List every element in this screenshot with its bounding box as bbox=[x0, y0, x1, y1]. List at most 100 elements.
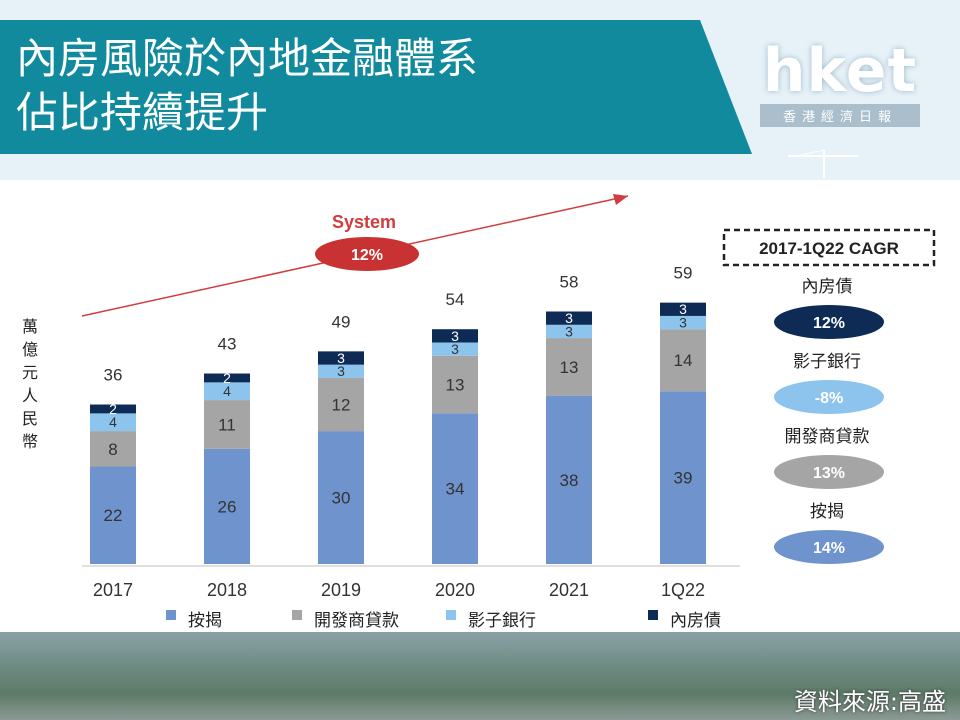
legend-label: 按揭 bbox=[188, 611, 222, 630]
cagr-title: 2017-1Q22 CAGR bbox=[759, 239, 899, 258]
cagr-title-box bbox=[722, 228, 936, 267]
bar-segment bbox=[660, 302, 706, 316]
bar-value-label: 2 bbox=[109, 401, 117, 417]
bar-value-label: 3 bbox=[337, 363, 345, 379]
bar-segment bbox=[660, 315, 706, 330]
stacked-bar-chart: System 12% 22842362017261142432018301233… bbox=[0, 180, 960, 640]
bar-segment bbox=[546, 311, 592, 325]
bar-segment bbox=[204, 448, 250, 564]
cagr-item-value: 12% bbox=[813, 315, 845, 332]
bar-value-label: 26 bbox=[218, 497, 237, 516]
cagr-item-value: 14% bbox=[813, 540, 845, 557]
bar-segment bbox=[432, 342, 478, 356]
bar-value-label: 12 bbox=[332, 395, 351, 414]
y-axis-label-char: 元 bbox=[22, 365, 38, 382]
y-axis-label-char: 億 bbox=[22, 341, 38, 359]
bar-value-label: 3 bbox=[451, 328, 459, 344]
y-axis-label-char: 幣 bbox=[22, 433, 38, 451]
x-tick-label: 2021 bbox=[549, 580, 589, 600]
arrow-head-icon bbox=[613, 194, 628, 205]
system-ellipse bbox=[315, 237, 419, 271]
bar-segment bbox=[204, 373, 250, 383]
cagr-value-ellipse bbox=[774, 380, 884, 414]
bar-total-label: 58 bbox=[560, 272, 579, 291]
cagr-item-label: 開發商貸款 bbox=[785, 427, 870, 446]
x-tick-label: 1Q22 bbox=[661, 580, 705, 600]
bar-segment bbox=[432, 413, 478, 564]
legend-background bbox=[160, 600, 814, 636]
bar-segment bbox=[90, 466, 136, 564]
bar-total-label: 54 bbox=[446, 290, 465, 309]
legend-swatch bbox=[292, 610, 302, 620]
bar-value-label: 3 bbox=[565, 310, 573, 326]
bar-segment bbox=[204, 382, 250, 401]
bar-value-label: 30 bbox=[332, 489, 351, 508]
bar-total-label: 59 bbox=[674, 264, 693, 283]
cagr-panel: 2017-1Q22 CAGR 內房債 12% 影子銀行 -8% 開發商貸款 13% 按揭 14% bbox=[722, 228, 936, 564]
source-text: 資料來源:高盛 bbox=[793, 688, 946, 716]
y-axis-label-char: 萬 bbox=[22, 318, 38, 336]
legend: 按揭 開發商貸款 影子銀行 內房債 bbox=[160, 600, 814, 636]
system-value: 12% bbox=[351, 247, 383, 264]
bar-value-label: 34 bbox=[446, 480, 465, 499]
cagr-value-ellipse bbox=[774, 305, 884, 339]
bar-value-label: 39 bbox=[674, 469, 693, 488]
bar-value-label: 8 bbox=[108, 440, 117, 459]
bar-value-label: 3 bbox=[451, 341, 459, 357]
cagr-value-ellipse bbox=[774, 530, 884, 564]
title-banner bbox=[0, 20, 752, 154]
system-label: System bbox=[332, 212, 396, 232]
bar-value-label: 4 bbox=[109, 414, 117, 430]
page-title-line2: 佔比持續提升 bbox=[16, 88, 269, 137]
bar-value-label: 13 bbox=[560, 358, 579, 377]
legend-swatch bbox=[648, 610, 658, 620]
bars-group: 2284236201726114243201830123349201934133… bbox=[90, 264, 706, 600]
bar-total-label: 43 bbox=[218, 335, 237, 354]
crane-icon bbox=[788, 149, 858, 178]
legend-swatch bbox=[166, 610, 176, 620]
bar-segment bbox=[546, 395, 592, 564]
legend-swatch bbox=[446, 610, 456, 620]
bar-total-label: 36 bbox=[104, 366, 123, 385]
x-tick-label: 2019 bbox=[321, 580, 361, 600]
cagr-value-ellipse bbox=[774, 455, 884, 489]
bar-segment bbox=[660, 391, 706, 564]
background-photo bbox=[0, 632, 960, 720]
bar-value-label: 22 bbox=[104, 506, 123, 525]
bar-value-label: 38 bbox=[560, 471, 579, 490]
bar-value-label: 13 bbox=[446, 376, 465, 395]
bar-segment bbox=[660, 329, 706, 392]
cagr-item-label: 內房債 bbox=[802, 277, 853, 296]
bar-segment bbox=[318, 364, 364, 378]
page-title: 內房風險於內地金融體系 佔比持續提升 bbox=[16, 32, 478, 140]
bar-value-label: 3 bbox=[565, 323, 573, 339]
cagr-item-value: 13% bbox=[813, 465, 845, 482]
bar-segment bbox=[432, 329, 478, 343]
bar-value-label: 4 bbox=[223, 383, 231, 399]
y-axis-label-char: 人 bbox=[22, 387, 38, 405]
legend-label: 內房債 bbox=[670, 611, 721, 630]
bar-total-label: 49 bbox=[332, 312, 351, 331]
hket-logo: hket 香港經濟日報 bbox=[760, 40, 920, 127]
bar-segment bbox=[546, 338, 592, 396]
bar-segment bbox=[90, 431, 136, 467]
bar-segment bbox=[546, 324, 592, 339]
bar-value-label: 3 bbox=[679, 301, 687, 317]
bar-value-label: 14 bbox=[674, 351, 693, 370]
bar-segment bbox=[318, 351, 364, 365]
bar-segment bbox=[318, 431, 364, 564]
bar-segment bbox=[318, 377, 364, 432]
legend-label: 開發商貸款 bbox=[314, 611, 399, 630]
bar-value-label: 2 bbox=[223, 370, 231, 386]
cagr-item-value: -8% bbox=[815, 390, 843, 407]
x-tick-label: 2017 bbox=[93, 580, 133, 600]
cagr-item-label: 影子銀行 bbox=[793, 352, 861, 371]
bar-segment bbox=[90, 404, 136, 414]
bar-segment bbox=[432, 355, 478, 414]
bar-segment bbox=[90, 413, 136, 432]
x-tick-label: 2018 bbox=[207, 580, 247, 600]
logo-text: hket bbox=[762, 36, 918, 106]
y-axis-label-char: 民 bbox=[22, 411, 38, 428]
bar-value-label: 3 bbox=[679, 314, 687, 330]
